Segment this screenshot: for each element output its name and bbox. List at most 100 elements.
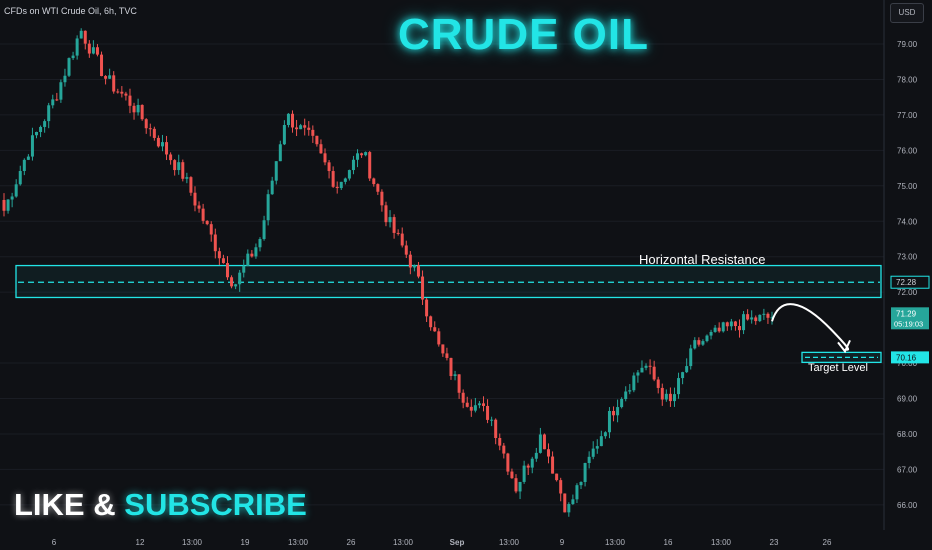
candle-body: [551, 456, 555, 474]
candle-body: [457, 374, 461, 393]
candle-body: [30, 135, 34, 157]
candle-body: [120, 91, 124, 94]
candle-body: [331, 171, 335, 187]
cta-like: LIKE: [14, 487, 85, 522]
candle-body: [104, 76, 108, 79]
like-subscribe-banner: LIKE & SUBSCRIBE: [14, 487, 307, 523]
candle-body: [758, 314, 762, 322]
candle-body: [254, 247, 258, 257]
candle-body: [762, 313, 766, 315]
price-tick-label: 67.00: [897, 465, 918, 474]
candle-body: [425, 299, 429, 317]
candle-body: [351, 159, 355, 171]
candle-body: [319, 144, 323, 154]
candle-body: [201, 208, 205, 221]
candle-body: [165, 142, 169, 155]
price-tick-label: 79.00: [897, 40, 918, 49]
projection-arrow: [771, 303, 850, 352]
cta-ampersand: &: [93, 487, 116, 522]
candle-body: [746, 314, 750, 320]
candle-body: [112, 75, 116, 92]
candle-body: [39, 126, 43, 132]
resistance-box: [15, 264, 882, 299]
candle-body: [701, 341, 705, 345]
time-tick-label: 13:00: [182, 538, 203, 547]
candle-body: [307, 127, 311, 130]
candle-body: [87, 43, 91, 54]
price-tick-label: 72.00: [897, 288, 918, 297]
candle-body: [681, 372, 685, 379]
candle-body: [473, 405, 477, 411]
candle-body: [384, 205, 388, 223]
candle-body: [35, 131, 39, 136]
candle-body: [689, 348, 693, 367]
candle-body: [412, 265, 416, 268]
candle-body: [364, 152, 368, 156]
candle-body: [116, 91, 120, 93]
candle-body: [213, 234, 217, 252]
candle-body: [644, 365, 648, 368]
candle-body: [26, 156, 30, 160]
candle-body: [766, 313, 770, 318]
candle-body: [246, 253, 250, 266]
candle-body: [360, 153, 364, 156]
candle-body: [160, 142, 164, 147]
candle-body: [677, 378, 681, 395]
candle-body: [311, 129, 315, 136]
candle-body: [368, 152, 372, 179]
candle-body: [693, 340, 697, 349]
price-tick-label: 78.00: [897, 75, 918, 84]
candle-body: [108, 75, 112, 79]
candle-body: [388, 217, 392, 223]
candle-body: [148, 128, 152, 130]
candle-body: [356, 153, 360, 160]
candle-body: [250, 253, 254, 257]
resistance-price-text: 72.28: [896, 278, 917, 287]
candle-body: [656, 379, 660, 388]
candle-body: [392, 217, 396, 233]
candle-body: [124, 93, 128, 96]
candle-body: [217, 251, 221, 259]
candle-body: [169, 154, 173, 161]
candle-body: [514, 478, 518, 492]
resistance-price-tag: [890, 275, 930, 289]
candle-body: [583, 462, 587, 483]
candle-body: [197, 205, 201, 209]
candle-body: [416, 265, 420, 277]
candle-body: [225, 263, 229, 278]
candle-body: [421, 276, 425, 300]
candle-body: [599, 436, 603, 447]
currency-button[interactable]: USD: [890, 3, 924, 23]
horizontal-resistance-zone: [15, 264, 882, 299]
candle-body: [14, 184, 18, 197]
candle-body: [636, 372, 640, 376]
candle-body: [193, 192, 197, 206]
candle-body: [2, 199, 6, 211]
candle-body: [453, 374, 457, 377]
candle-body: [640, 367, 644, 373]
candle-body: [396, 232, 400, 234]
candle-body: [628, 390, 632, 392]
candle-body: [632, 375, 636, 391]
candle-body: [648, 365, 652, 367]
candle-body: [518, 481, 522, 492]
price-tick-label: 70.00: [897, 359, 918, 368]
candle-body: [376, 184, 380, 192]
candle-body: [612, 410, 616, 416]
candle-body: [498, 438, 502, 446]
time-tick-label: Sep: [450, 538, 465, 547]
candle-body: [465, 402, 469, 407]
candle-body: [603, 432, 607, 437]
price-tick-label: 77.00: [897, 111, 918, 120]
candle-body: [132, 105, 136, 113]
candle-body: [538, 434, 542, 453]
candle-body: [47, 105, 51, 122]
candle-body: [286, 113, 290, 126]
candle-body: [575, 485, 579, 500]
candle-body: [335, 186, 339, 189]
candle-body: [729, 321, 733, 327]
time-tick-label: 13:00: [711, 538, 732, 547]
candle-body: [278, 144, 282, 162]
candle-body: [22, 159, 26, 172]
